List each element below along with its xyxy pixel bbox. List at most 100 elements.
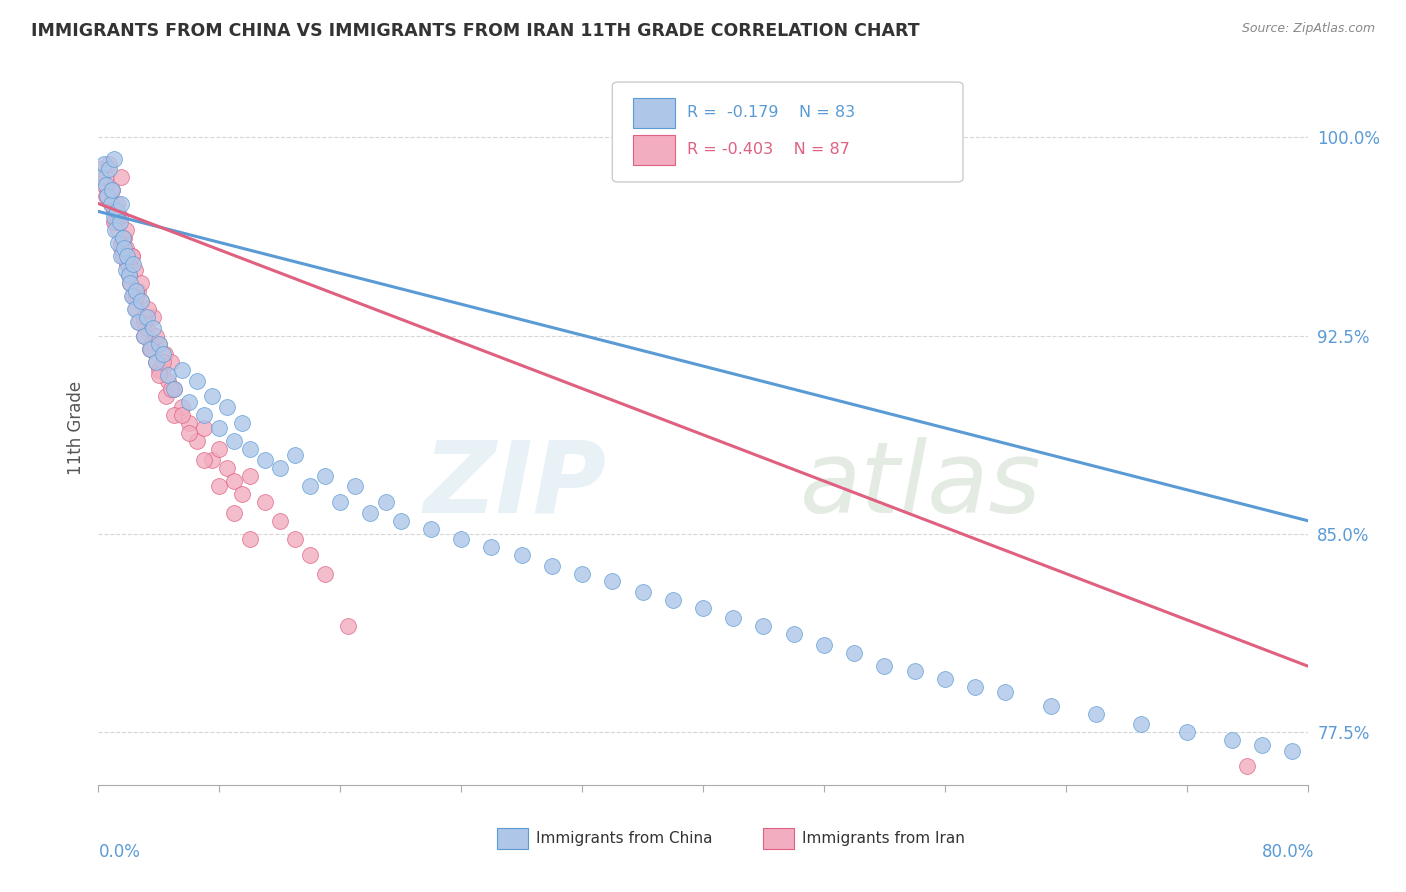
Point [93, 157, 115, 171]
Point [284, 448, 307, 462]
Point [752, 619, 775, 633]
FancyBboxPatch shape [633, 98, 675, 128]
Point [101, 183, 124, 197]
Point [208, 442, 231, 457]
Point [1039, 698, 1062, 713]
Text: Immigrants from China: Immigrants from China [536, 831, 713, 846]
Point [125, 302, 148, 317]
Point [135, 320, 157, 334]
Point [160, 382, 183, 396]
Point [193, 421, 215, 435]
Point [121, 289, 143, 303]
FancyBboxPatch shape [633, 135, 675, 165]
Point [112, 231, 135, 245]
Point [107, 223, 129, 237]
Point [118, 268, 141, 282]
FancyBboxPatch shape [613, 82, 963, 182]
Point [314, 566, 336, 581]
Point [135, 310, 157, 325]
Point [103, 204, 125, 219]
Point [389, 514, 412, 528]
Point [783, 627, 806, 641]
Point [142, 310, 165, 325]
Point [132, 328, 155, 343]
Text: R =  -0.179    N = 83: R = -0.179 N = 83 [688, 105, 855, 120]
Point [540, 558, 562, 573]
Text: Source: ZipAtlas.com: Source: ZipAtlas.com [1241, 22, 1375, 36]
Point [1175, 725, 1198, 739]
Point [124, 302, 146, 317]
Point [160, 355, 183, 369]
Point [1236, 759, 1258, 773]
Point [115, 249, 138, 263]
Point [139, 342, 162, 356]
Point [602, 574, 624, 589]
Point [132, 328, 155, 343]
Point [139, 342, 162, 356]
Point [163, 382, 186, 396]
Point [215, 400, 238, 414]
Point [110, 236, 132, 251]
Point [145, 328, 167, 343]
Point [344, 479, 367, 493]
Point [224, 474, 246, 488]
Point [148, 336, 170, 351]
Point [98, 162, 121, 177]
Point [186, 434, 208, 449]
Point [152, 355, 174, 369]
Point [179, 426, 201, 441]
Point [934, 672, 956, 686]
Point [122, 289, 145, 303]
Point [120, 276, 142, 290]
Text: Immigrants from Iran: Immigrants from Iran [803, 831, 965, 846]
Point [121, 249, 143, 263]
Point [299, 479, 322, 493]
Text: 0.0%: 0.0% [98, 843, 141, 861]
Point [148, 336, 170, 351]
Point [231, 487, 253, 501]
Point [110, 242, 132, 256]
Point [253, 453, 276, 467]
Y-axis label: 11th Grade: 11th Grade [66, 381, 84, 475]
Point [904, 665, 927, 679]
Point [170, 400, 193, 414]
Point [224, 434, 246, 449]
Point [121, 249, 143, 263]
Point [125, 284, 148, 298]
Point [136, 302, 159, 317]
Point [170, 408, 193, 422]
Point [96, 188, 118, 202]
Point [965, 680, 987, 694]
Point [148, 368, 170, 383]
Point [124, 262, 146, 277]
Point [631, 585, 654, 599]
Point [1085, 706, 1108, 721]
Point [1220, 733, 1243, 747]
Point [114, 242, 136, 256]
Point [122, 257, 145, 271]
Point [101, 183, 124, 197]
Point [239, 532, 262, 546]
Point [1130, 717, 1153, 731]
FancyBboxPatch shape [763, 828, 794, 849]
Point [661, 593, 683, 607]
Point [152, 347, 174, 361]
Point [179, 394, 201, 409]
Point [208, 421, 231, 435]
Point [844, 646, 866, 660]
Point [107, 236, 129, 251]
Point [208, 479, 231, 493]
Point [93, 178, 115, 192]
Point [129, 294, 152, 309]
Point [873, 659, 896, 673]
Point [994, 685, 1017, 699]
Point [128, 315, 150, 329]
Text: R = -0.403    N = 87: R = -0.403 N = 87 [688, 143, 851, 157]
Point [153, 347, 176, 361]
Point [193, 408, 215, 422]
Point [118, 257, 141, 271]
Point [201, 453, 224, 467]
Point [155, 389, 177, 403]
Point [142, 320, 165, 334]
Point [100, 196, 122, 211]
